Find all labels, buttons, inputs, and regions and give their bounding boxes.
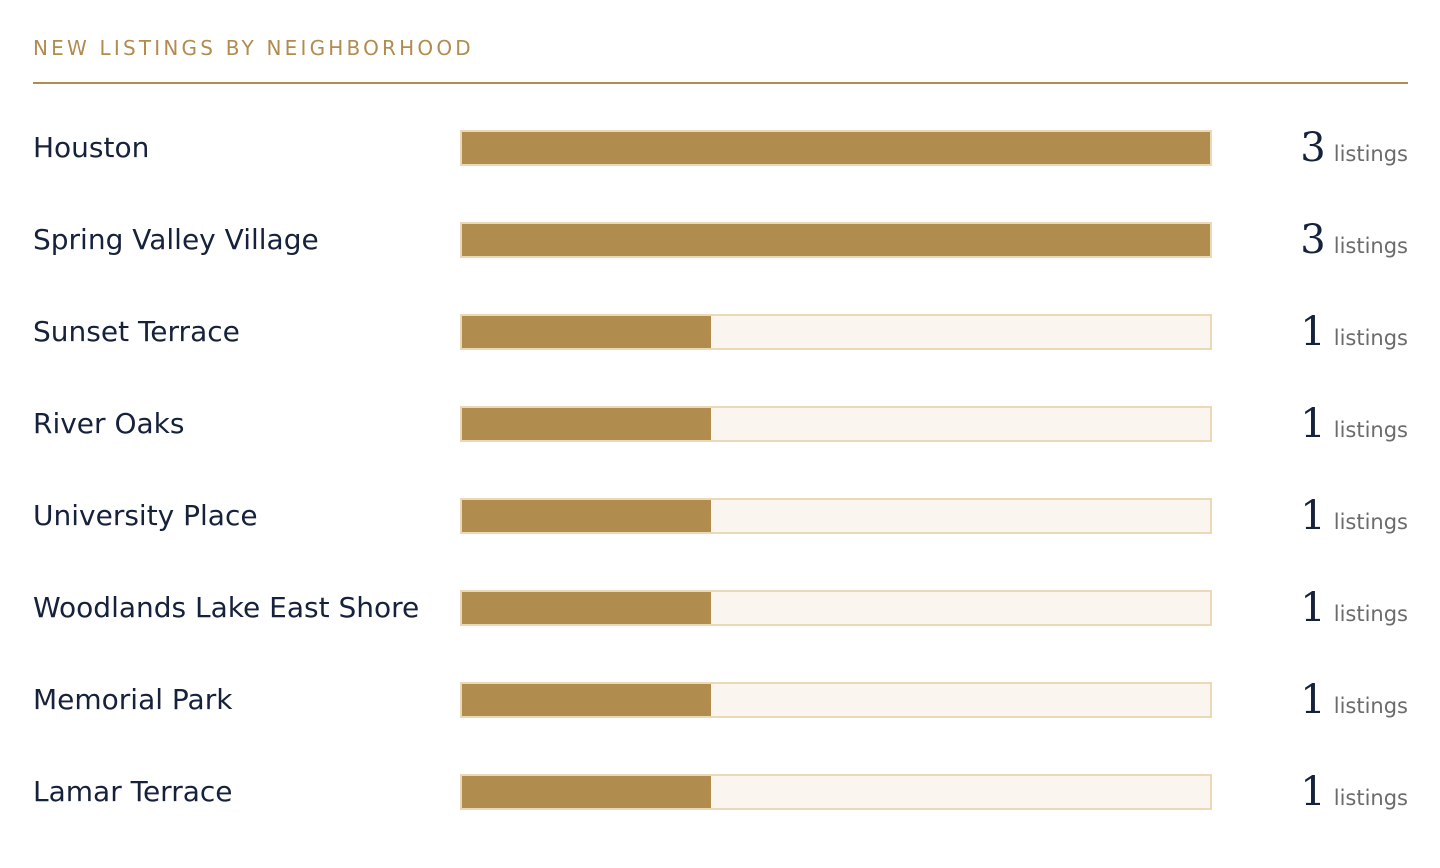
count-value: 1 bbox=[1300, 769, 1326, 815]
bar-track bbox=[460, 406, 1212, 442]
bar-track bbox=[460, 590, 1212, 626]
bar-fill bbox=[462, 316, 711, 348]
count-unit: listings bbox=[1333, 602, 1408, 626]
count-unit: listings bbox=[1333, 418, 1408, 442]
chart-title: NEW LISTINGS BY NEIGHBORHOOD bbox=[33, 36, 474, 60]
bar-row: Spring Valley Village 3 listings bbox=[33, 217, 1408, 263]
neighborhood-label: River Oaks bbox=[33, 407, 185, 440]
bar-track bbox=[460, 222, 1212, 258]
bar-fill bbox=[462, 500, 711, 532]
neighborhood-label: Memorial Park bbox=[33, 683, 233, 716]
count-value: 3 bbox=[1300, 125, 1326, 171]
bar-fill bbox=[462, 224, 1210, 256]
neighborhood-label: Woodlands Lake East Shore bbox=[33, 591, 420, 624]
bar-track bbox=[460, 130, 1212, 166]
neighborhood-label: Houston bbox=[33, 131, 150, 164]
bar-track bbox=[460, 774, 1212, 810]
bar-fill bbox=[462, 684, 711, 716]
bar-row: Memorial Park 1 listings bbox=[33, 677, 1408, 723]
bar-fill bbox=[462, 776, 711, 808]
listing-count: 3 listings bbox=[1300, 217, 1408, 272]
count-value: 3 bbox=[1300, 217, 1326, 263]
bar-row: University Place 1 listings bbox=[33, 493, 1408, 539]
listing-count: 1 listings bbox=[1300, 585, 1408, 640]
count-unit: listings bbox=[1333, 142, 1408, 166]
neighborhood-label: Spring Valley Village bbox=[33, 223, 319, 256]
title-divider bbox=[33, 82, 1408, 84]
neighborhood-label: Sunset Terrace bbox=[33, 315, 240, 348]
count-unit: listings bbox=[1333, 786, 1408, 810]
listings-panel: NEW LISTINGS BY NEIGHBORHOOD Houston 3 lis… bbox=[33, 0, 1408, 868]
listing-count: 1 listings bbox=[1300, 401, 1408, 456]
listing-count: 1 listings bbox=[1300, 309, 1408, 364]
bar-track bbox=[460, 498, 1212, 534]
count-value: 1 bbox=[1300, 493, 1326, 539]
bar-fill bbox=[462, 408, 711, 440]
count-value: 1 bbox=[1300, 401, 1326, 447]
bar-row: River Oaks 1 listings bbox=[33, 401, 1408, 447]
bar-track bbox=[460, 314, 1212, 350]
listing-count: 1 listings bbox=[1300, 677, 1408, 732]
count-unit: listings bbox=[1333, 694, 1408, 718]
listing-count: 3 listings bbox=[1300, 125, 1408, 180]
bar-row: Houston 3 listings bbox=[33, 125, 1408, 171]
bar-row: Woodlands Lake East Shore 1 listings bbox=[33, 585, 1408, 631]
count-unit: listings bbox=[1333, 234, 1408, 258]
count-unit: listings bbox=[1333, 510, 1408, 534]
count-value: 1 bbox=[1300, 677, 1326, 723]
neighborhood-label: University Place bbox=[33, 499, 258, 532]
bar-fill bbox=[462, 592, 711, 624]
neighborhood-label: Lamar Terrace bbox=[33, 775, 233, 808]
count-unit: listings bbox=[1333, 326, 1408, 350]
bar-row: Lamar Terrace 1 listings bbox=[33, 769, 1408, 815]
listing-count: 1 listings bbox=[1300, 493, 1408, 548]
bar-row: Sunset Terrace 1 listings bbox=[33, 309, 1408, 355]
bar-fill bbox=[462, 132, 1210, 164]
bar-track bbox=[460, 682, 1212, 718]
count-value: 1 bbox=[1300, 309, 1326, 355]
count-value: 1 bbox=[1300, 585, 1326, 631]
listing-count: 1 listings bbox=[1300, 769, 1408, 824]
